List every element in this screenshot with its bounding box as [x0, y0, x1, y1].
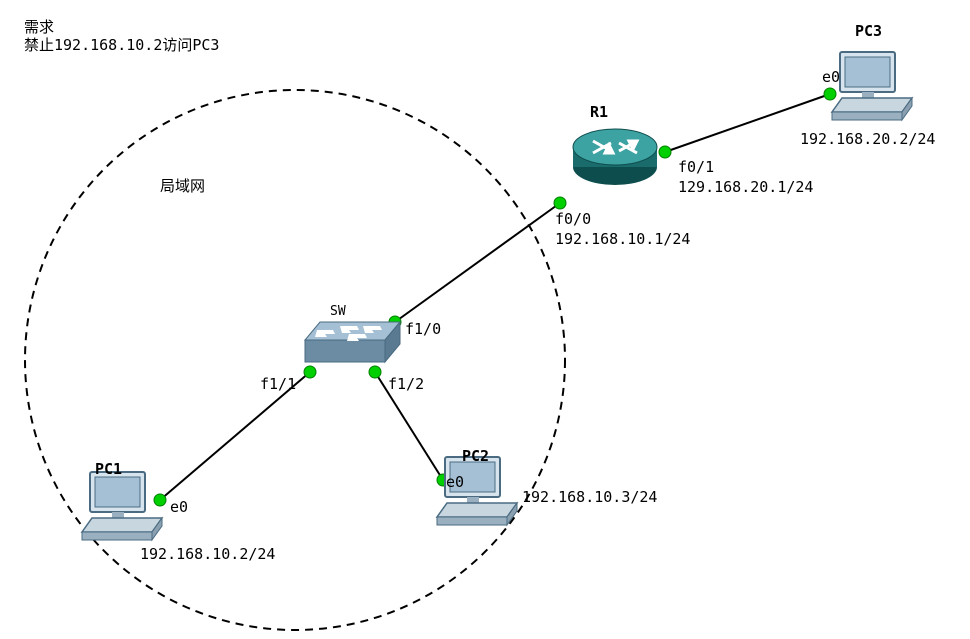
port-dot-pc3-e0: [824, 88, 836, 100]
r1-f00-name: f0/0: [555, 210, 591, 228]
pc1-label: PC1: [95, 460, 122, 478]
topology-svg: [0, 0, 970, 639]
link-sw-r1: [395, 203, 560, 322]
r1-f01-name: f0/1: [678, 158, 714, 176]
pc2-icon: [437, 457, 517, 525]
pc1-ip: 192.168.10.2/24: [140, 545, 275, 563]
switch-icon: [305, 322, 400, 362]
pc3-ip: 192.168.20.2/24: [800, 130, 935, 148]
port-dot-pc1-e0: [154, 494, 166, 506]
lan-boundary-circle: [25, 90, 565, 630]
port-dot-sw-f12: [369, 366, 381, 378]
pc3-port: e0: [822, 68, 840, 86]
sw-f12-name: f1/2: [388, 375, 424, 393]
router-label: R1: [590, 103, 608, 121]
pc2-label: PC2: [462, 447, 489, 465]
sw-f11-name: f1/1: [260, 375, 296, 393]
pc1-port: e0: [170, 498, 188, 516]
pc3-label: PC3: [855, 22, 882, 40]
pc2-port: e0: [446, 473, 464, 491]
r1-f01-ip: 129.168.20.1/24: [678, 178, 813, 196]
pc2-ip: 192.168.10.3/24: [522, 488, 657, 506]
switch-label: SW: [330, 304, 346, 319]
router-icon: [573, 129, 657, 185]
r1-f00-ip: 192.168.10.1/24: [555, 230, 690, 248]
pc1-icon: [82, 472, 162, 540]
pc3-icon: [832, 52, 912, 120]
port-dot-r1-f00: [554, 197, 566, 209]
lan-label: 局域网: [160, 175, 205, 196]
diagram-canvas: 需求 禁止192.168.10.2访问PC3: [0, 0, 970, 639]
port-dot-sw-f11: [304, 366, 316, 378]
sw-f10-name: f1/0: [405, 320, 441, 338]
port-dot-r1-f01: [659, 146, 671, 158]
